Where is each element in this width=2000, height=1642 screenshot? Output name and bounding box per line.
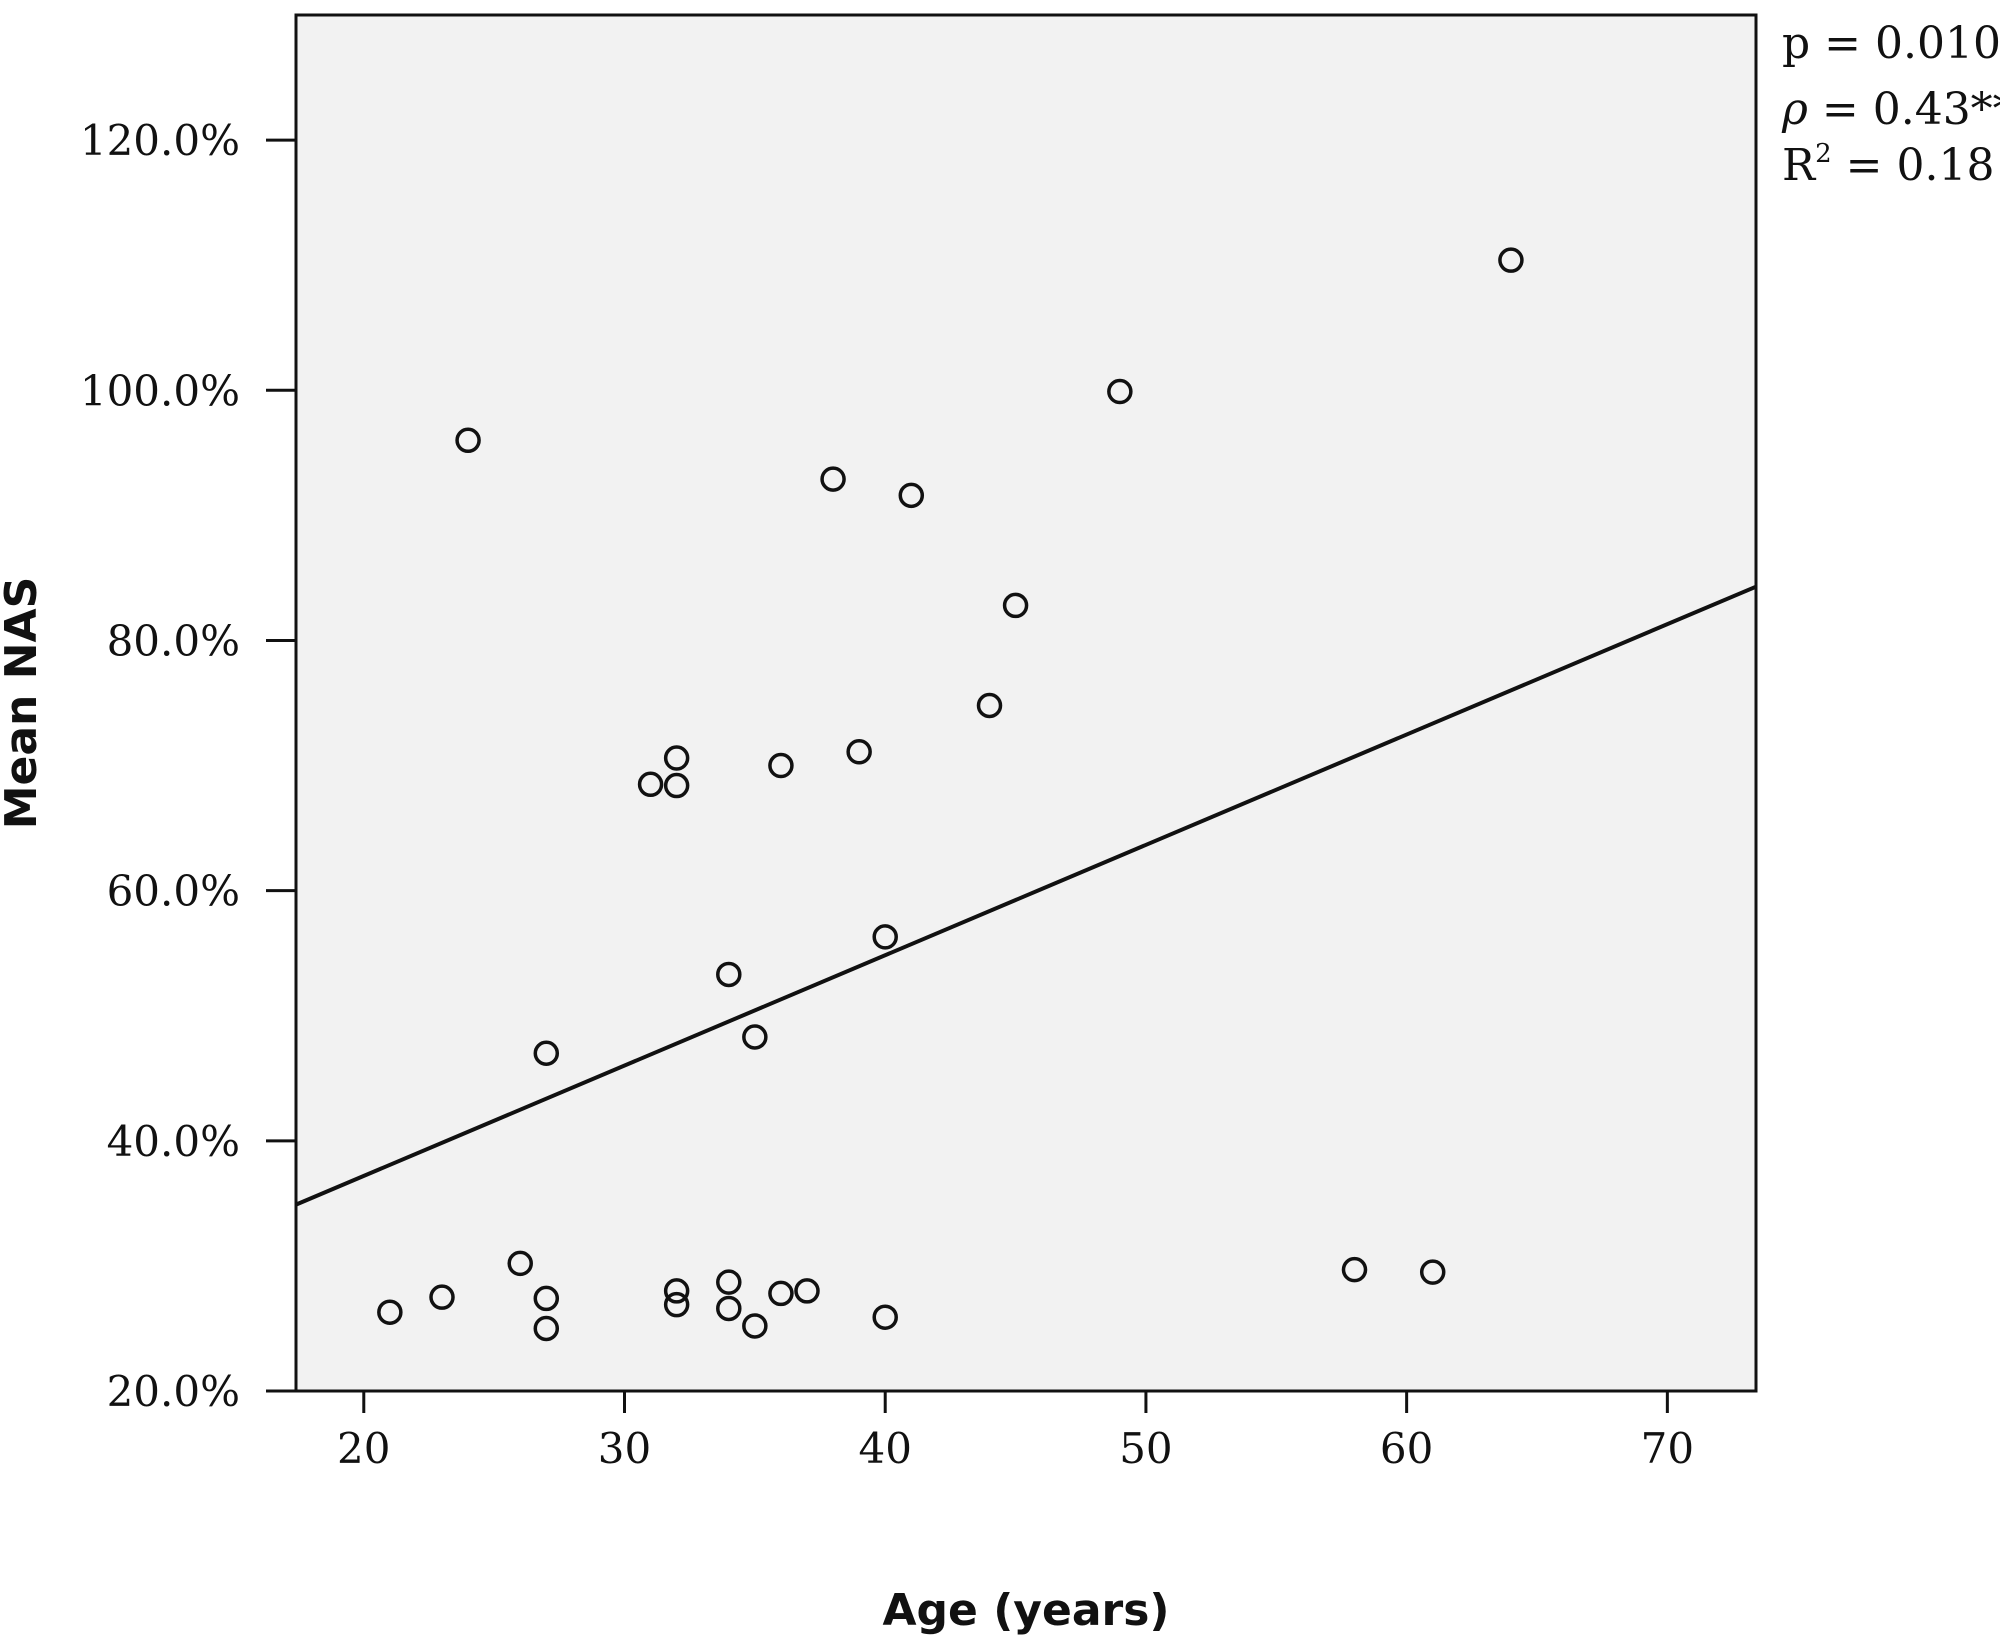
x-tick-label: 30: [598, 1424, 651, 1473]
data-point: [663, 772, 690, 799]
data-point: [768, 752, 794, 779]
x-tick-label: 50: [1119, 1424, 1172, 1473]
data-point: [820, 466, 846, 492]
data-point: [716, 1269, 742, 1295]
data-point: [663, 1291, 690, 1318]
data-point: [794, 1278, 820, 1304]
y-axis: 20.0% 40.0% 60.0% 80.0% 100.0% 120.0%: [80, 116, 296, 1416]
x-axis: 20 30 40 50 60 70: [337, 1391, 1694, 1473]
data-point: [742, 1313, 768, 1339]
data-point: [1341, 1256, 1368, 1283]
data-point: [716, 1295, 742, 1322]
data-points: [377, 247, 1524, 1342]
data-point: [533, 1040, 560, 1067]
data-point: [976, 692, 1003, 719]
data-point: [637, 771, 664, 798]
y-tick-label: 80.0%: [107, 616, 240, 665]
y-tick-label: 60.0%: [107, 867, 240, 916]
y-tick-label: 100.0%: [80, 366, 240, 415]
data-point: [663, 745, 690, 771]
stat-rho: ρ = 0.43**: [1781, 84, 2000, 135]
data-point: [898, 482, 925, 509]
data-point: [429, 1284, 455, 1310]
x-tick-label: 40: [858, 1424, 911, 1473]
data-point: [1419, 1259, 1446, 1285]
x-tick-label: 70: [1641, 1424, 1694, 1473]
plot-area: [294, 13, 1758, 1393]
data-point: [1107, 378, 1133, 405]
data-point: [377, 1299, 403, 1325]
data-point: [507, 1250, 533, 1277]
stat-p-value: p = 0.010: [1782, 18, 2000, 69]
y-tick-label: 120.0%: [80, 116, 240, 165]
stat-r-squared: R2 = 0.18: [1782, 139, 1995, 191]
y-axis-title: Mean NAS: [0, 577, 47, 830]
x-tick-label: 60: [1380, 1424, 1433, 1473]
data-point: [768, 1280, 794, 1307]
y-tick-label: 40.0%: [107, 1117, 240, 1166]
data-point: [846, 739, 872, 765]
data-point: [1002, 592, 1029, 619]
data-point: [872, 924, 898, 950]
data-point: [455, 427, 481, 454]
data-point: [742, 1024, 768, 1050]
x-tick-label: 20: [337, 1424, 390, 1473]
data-point: [716, 961, 742, 988]
x-axis-title: Age (years): [882, 1585, 1169, 1636]
y-tick-label: 20.0%: [107, 1367, 240, 1416]
regression-line: [295, 584, 1757, 1207]
data-point: [1498, 247, 1524, 273]
data-point: [533, 1285, 560, 1312]
data-point: [663, 1278, 690, 1304]
data-point: [533, 1315, 560, 1342]
data-point: [872, 1304, 898, 1330]
